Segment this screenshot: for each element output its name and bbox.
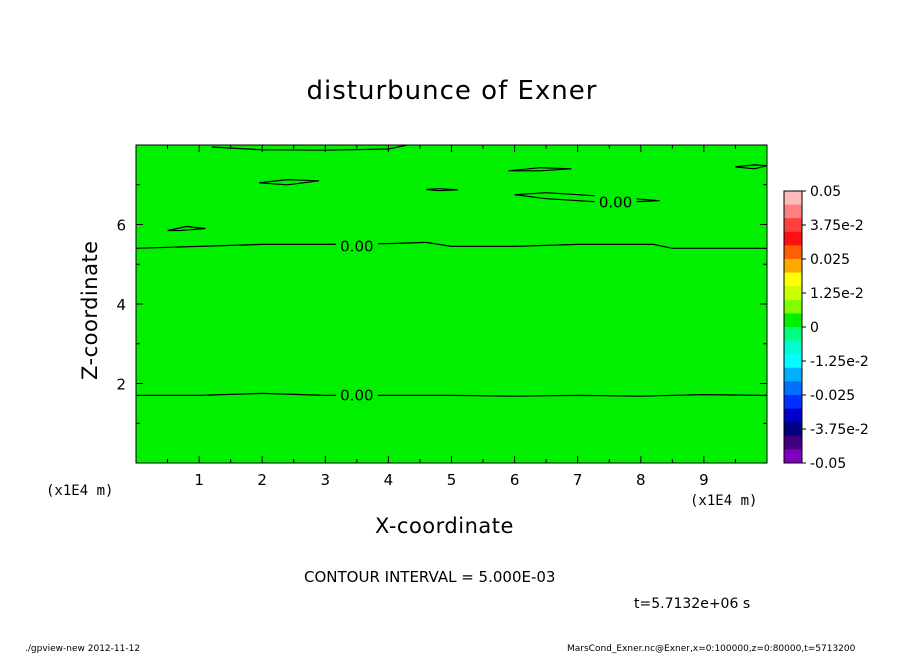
colorbar-label: 0.025 <box>810 252 850 268</box>
colorbar-label: 0 <box>810 320 819 336</box>
contour-label-bg <box>335 387 378 404</box>
time-label: t=5.7132e+06 s <box>634 596 751 612</box>
contour-label: 0.00 <box>340 386 373 404</box>
colorbar-segment <box>784 408 802 423</box>
colorbar-segment <box>784 218 802 233</box>
contour-line <box>514 192 660 204</box>
x-tick-label: 9 <box>699 471 709 489</box>
x-unit-label-right: (x1E4 m) <box>690 493 758 509</box>
x-tick-label: 2 <box>257 471 267 489</box>
y-ticks: 2 4 6 <box>116 184 767 424</box>
contour-labels: 0.00 0.00 0.00 <box>335 194 637 404</box>
contour-line <box>167 225 206 232</box>
colorbar-segment <box>784 272 802 287</box>
contour-line <box>136 392 768 397</box>
colorbar-label: 3.75e-2 <box>810 218 864 234</box>
contour-line <box>426 188 458 192</box>
x-unit-label-left: (x1E4 m) <box>46 483 114 499</box>
colorbar-segment <box>784 449 802 464</box>
y-tick-label: 2 <box>116 376 126 394</box>
y-axis-label: Z-coordinate <box>78 240 102 380</box>
x-tick-label: 1 <box>194 471 204 489</box>
x-ticks: 1 2 3 4 5 6 7 8 9 <box>167 145 736 489</box>
contour-line <box>135 241 767 249</box>
colorbar-segment <box>784 327 802 342</box>
colorbar-segment <box>784 395 802 410</box>
colorbar-label: -0.025 <box>810 388 855 404</box>
colorbar-label: -3.75e-2 <box>810 422 869 438</box>
y-tick-label: 4 <box>116 296 126 314</box>
colorbar-segment <box>784 231 802 246</box>
colorbar-segment <box>784 259 802 274</box>
colorbar-segment <box>784 435 802 450</box>
contour-label: 0.00 <box>340 237 373 255</box>
colorbar-segment <box>784 313 802 328</box>
colorbar-label: 1.25e-2 <box>810 286 864 302</box>
colorbar-segment <box>784 354 802 369</box>
x-tick-label: 8 <box>636 471 646 489</box>
footer-right: MarsCond_Exner.nc@Exner,x=0:100000,z=0:8… <box>567 644 856 654</box>
colorbar-segment <box>784 367 802 382</box>
contour-label: 0.00 <box>599 194 632 212</box>
x-tick-label: 7 <box>573 471 583 489</box>
colorbar-segment <box>784 340 802 355</box>
x-tick-label: 6 <box>510 471 520 489</box>
colorbar-label: 0.05 <box>810 184 841 200</box>
colorbar-segment <box>784 422 802 437</box>
x-tick-label: 4 <box>384 471 394 489</box>
chart-title: disturbunce of Exner <box>306 76 598 106</box>
colorbar-label: -0.05 <box>810 456 846 472</box>
contour-line <box>508 167 572 172</box>
contour-line <box>258 178 320 186</box>
contour-label-bg <box>335 238 378 255</box>
colorbar-segment <box>784 286 802 301</box>
x-tick-label: 5 <box>447 471 457 489</box>
x-axis-label: X-coordinate <box>375 514 514 538</box>
x-tick-label: 3 <box>321 471 331 489</box>
colorbar-segment <box>784 204 802 219</box>
colorbar-segment <box>784 299 802 314</box>
colorbar-segment <box>784 381 802 396</box>
footer-left: ./gpview-new 2012-11-12 <box>25 644 141 654</box>
y-tick-label: 6 <box>116 217 126 235</box>
contour-label-bg <box>594 194 637 211</box>
colorbar-segment <box>784 191 802 206</box>
colorbar-label: -1.25e-2 <box>810 354 869 370</box>
colorbar: 0.05 3.75e-2 0.025 1.25e-2 0 -1.25e-2 -0.025 -3… <box>783 184 869 472</box>
colorbar-segment <box>784 245 802 260</box>
plot-area <box>136 145 767 463</box>
contour-interval-label: CONTOUR INTERVAL = 5.000E-03 <box>304 568 556 586</box>
